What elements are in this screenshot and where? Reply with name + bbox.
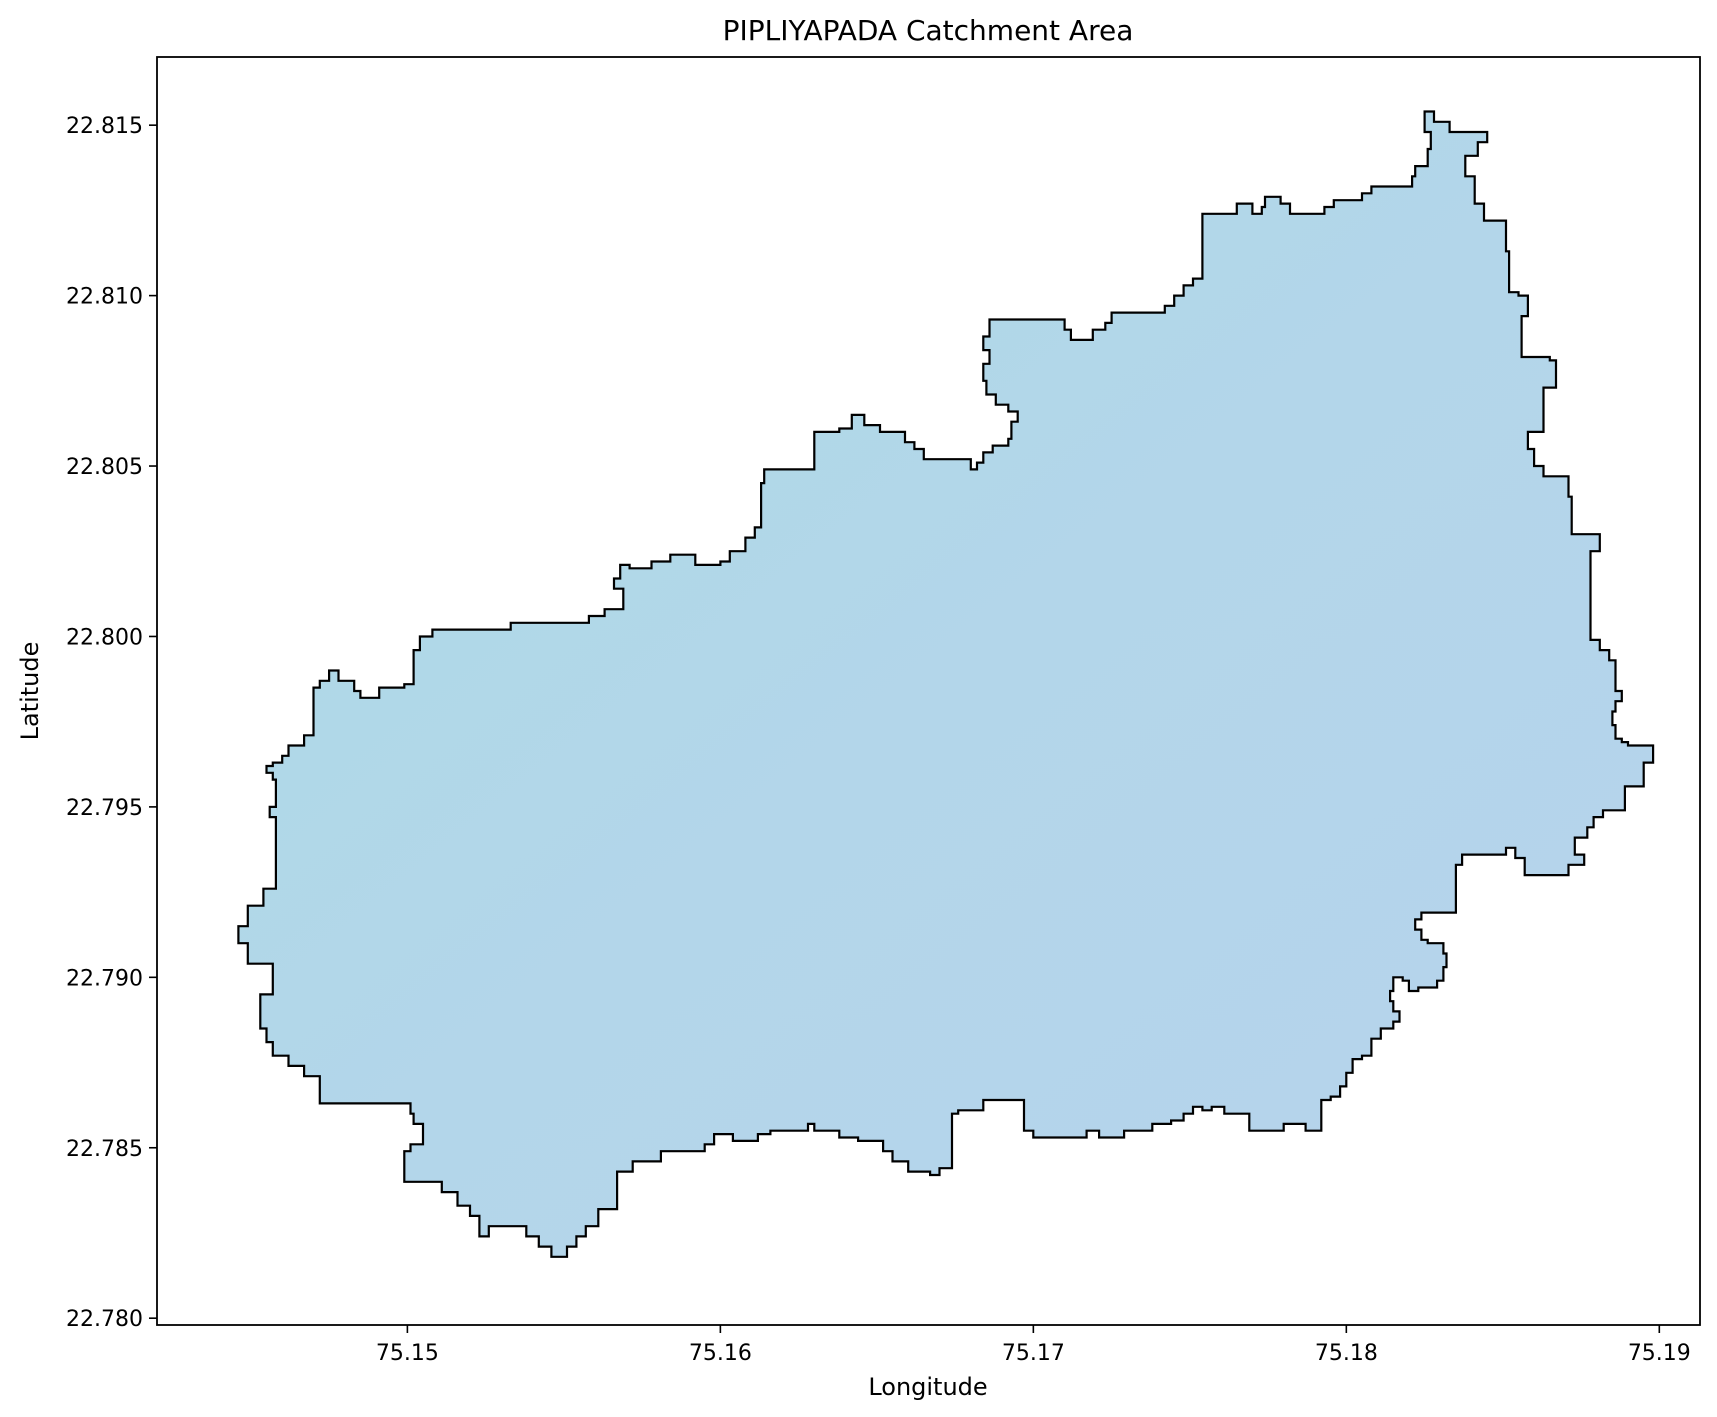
- x-tick-label: 75.18: [1315, 1341, 1378, 1366]
- y-tick-label: 22.795: [66, 796, 143, 821]
- x-tick-label: 75.16: [689, 1341, 752, 1366]
- plot-frame: [156, 56, 1701, 1326]
- x-axis-ticks: 75.15 75.16 75.17 75.18 75.19: [376, 1325, 1691, 1366]
- y-tick-label: 22.805: [66, 455, 143, 480]
- x-axis-label: Longitude: [868, 1373, 987, 1401]
- catchment-polygon: [237, 110, 1655, 1258]
- y-tick-label: 22.800: [66, 625, 143, 650]
- chart-title: PIPLIYAPADA Catchment Area: [723, 14, 1134, 47]
- y-tick-label: 22.785: [66, 1137, 143, 1162]
- y-axis-ticks: 22.780 22.785 22.790 22.795 22.800 22.805 22.8…: [66, 114, 157, 1332]
- x-tick-label: 75.19: [1628, 1341, 1691, 1366]
- x-tick-label: 75.15: [376, 1341, 439, 1366]
- y-tick-label: 22.790: [66, 966, 143, 991]
- y-tick-label: 22.780: [66, 1307, 143, 1332]
- y-tick-label: 22.815: [66, 114, 143, 139]
- x-tick-label: 75.17: [1002, 1341, 1065, 1366]
- y-axis-label: Latitude: [16, 642, 44, 741]
- y-tick-label: 22.810: [66, 285, 143, 310]
